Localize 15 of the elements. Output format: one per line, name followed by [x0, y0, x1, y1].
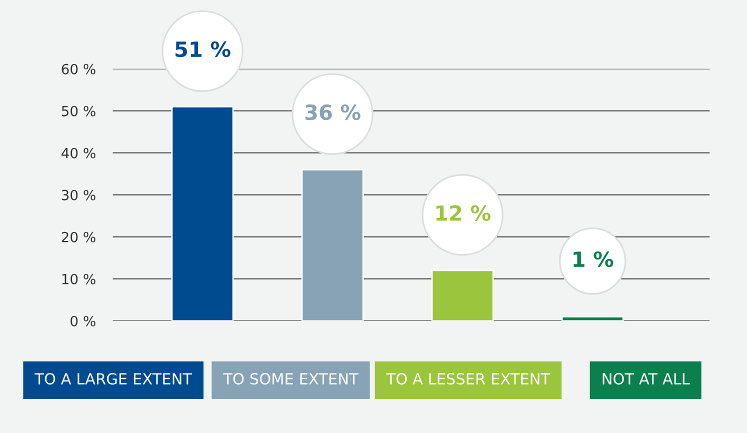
- y-tick-label: 0 %: [70, 316, 96, 326]
- y-tick-label: 20 %: [62, 232, 96, 242]
- y-tick-label: 60 %: [62, 64, 96, 74]
- y-tick-label: 40 %: [62, 148, 96, 158]
- x-tick-label: NOT AT ALL: [602, 373, 690, 385]
- y-tick-label: 50 %: [62, 106, 96, 116]
- y-tick-label: 30 %: [62, 190, 96, 200]
- x-tick-label: TO A LARGE EXTENT: [34, 373, 192, 385]
- x-tick-label: TO SOME EXTENT: [223, 373, 358, 385]
- y-tick-label: 10 %: [62, 274, 96, 284]
- x-tick-label: TO A LESSER EXTENT: [386, 373, 550, 385]
- data-label: 12 %: [436, 205, 490, 221]
- data-label: 1 %: [574, 251, 614, 268]
- data-label: 51 %: [176, 41, 230, 58]
- data-label: 36 %: [305, 104, 360, 120]
